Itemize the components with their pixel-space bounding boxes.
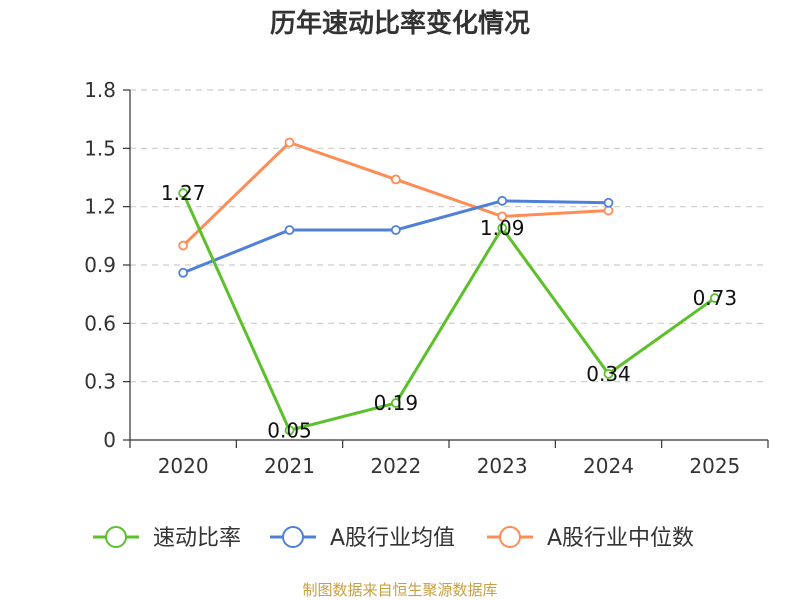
data-point (178, 240, 189, 251)
x-tick-label: 2020 (158, 454, 209, 478)
chart-title: 历年速动比率变化情况 (270, 8, 530, 39)
data-point (603, 197, 614, 208)
legend: 速动比率 A股行业均值 A股行业中位数 (93, 526, 694, 551)
y-tick-label: 1.8 (84, 78, 116, 102)
data-point (178, 188, 189, 198)
data-label: 1.27 (161, 181, 206, 205)
source-note: 制图数据来自恒生聚源数据库 (302, 581, 497, 599)
axes: 0 0.3 0.6 0.9 1.2 1.5 1.8 2020 2021 2022 2023 2024 2… (84, 78, 769, 478)
data-point (497, 223, 508, 233)
data-label: 0.19 (374, 391, 419, 415)
data-point (284, 137, 295, 148)
y-tick-label: 0 (103, 428, 116, 452)
data-label: 0.05 (267, 418, 312, 442)
data-point (284, 425, 295, 436)
series-line (181, 192, 716, 432)
y-tick-label: 1.5 (84, 136, 116, 160)
data-point (603, 205, 614, 216)
data-label: 0.34 (586, 362, 631, 386)
legend-marker (105, 526, 127, 548)
x-tick-label: 2022 (370, 454, 421, 478)
data-point (709, 293, 720, 303)
legend-marker (499, 526, 521, 548)
data-point (497, 195, 508, 206)
series-group (178, 137, 720, 436)
legend-marker (282, 526, 304, 548)
x-tick-label: 2021 (264, 454, 315, 478)
y-tick-label: 0.9 (84, 253, 116, 277)
legend-label: A股行业中位数 (547, 526, 694, 551)
legend-label: A股行业均值 (330, 526, 455, 551)
data-label: 0.73 (693, 286, 738, 310)
data-point (284, 225, 295, 235)
y-tick-label: 1.2 (84, 195, 116, 219)
x-tick-label: 2023 (477, 454, 528, 478)
data-label: 1.09 (480, 216, 525, 240)
data-point (178, 267, 189, 278)
data-point (603, 368, 614, 379)
grid-lines (130, 89, 768, 383)
y-tick-label: 0.3 (84, 370, 116, 394)
x-tick-label: 2025 (689, 454, 740, 478)
data-point (390, 398, 401, 408)
data-point (497, 211, 508, 222)
data-point (390, 174, 401, 185)
x-tick-label: 2024 (583, 454, 634, 478)
series-line (182, 199, 609, 275)
data-point (390, 225, 401, 235)
legend-label: 速动比率 (153, 526, 241, 551)
data-labels: 1.27 0.05 0.19 1.09 0.34 0.73 (161, 181, 737, 442)
y-tick-label: 0.6 (84, 311, 116, 335)
